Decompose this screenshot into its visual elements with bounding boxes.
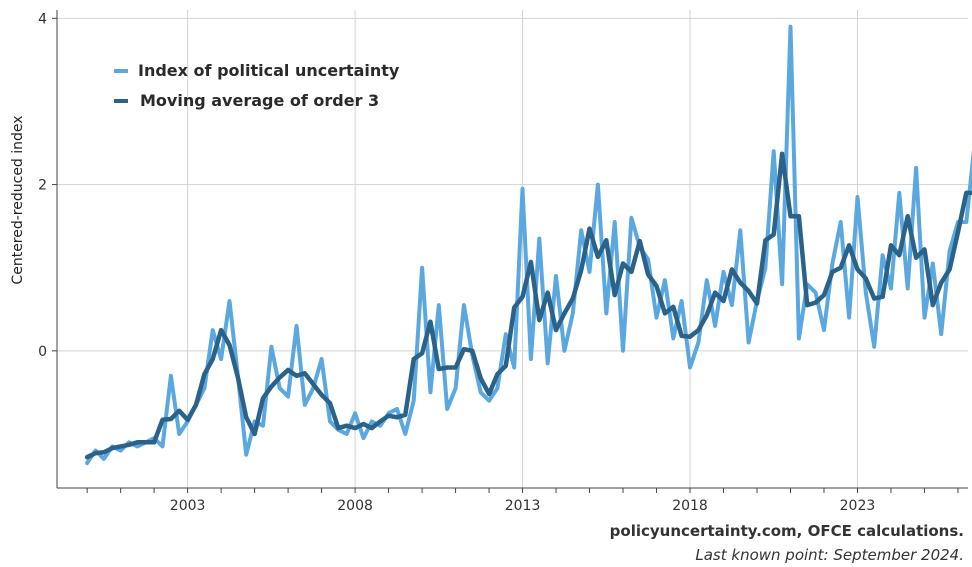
- x-tick-label: 2003: [170, 498, 206, 514]
- axes: [56, 10, 968, 489]
- chart: 2003 2008 2013 2018 2023 0 2 4 Centered-reduce…: [10, 10, 972, 514]
- y-tick-label: 4: [38, 11, 47, 27]
- legend-label-moving-average: Moving average of order 3: [140, 91, 379, 110]
- x-tick-labels: 2003 2008 2013 2018 2023: [170, 498, 875, 514]
- series-line-moving-average: [84, 151, 972, 460]
- source-credit: policyuncertainty.com, OFCE calculations…: [609, 522, 964, 540]
- x-minor-ticks: [52, 17, 959, 493]
- legend: Index of political uncertainty Moving av…: [114, 61, 400, 110]
- x-tick-label: 2008: [337, 498, 373, 514]
- series-layer: [84, 24, 972, 466]
- x-tick-label: 2023: [840, 498, 876, 514]
- y-axis-title: Centered-reduced index: [10, 115, 26, 284]
- x-tick-label: 2013: [505, 498, 541, 514]
- y-tick-labels: 0 2 4: [38, 11, 47, 360]
- x-tick-label: 2018: [672, 498, 708, 514]
- y-tick-label: 2: [38, 178, 47, 194]
- legend-item-moving-average: Moving average of order 3: [114, 91, 379, 110]
- last-point-note: Last known point: September 2024.: [695, 546, 964, 564]
- grid-lines: [57, 10, 968, 488]
- legend-label-index: Index of political uncertainty: [138, 61, 400, 80]
- legend-item-index: Index of political uncertainty: [114, 61, 400, 80]
- y-tick-label: 0: [38, 344, 47, 360]
